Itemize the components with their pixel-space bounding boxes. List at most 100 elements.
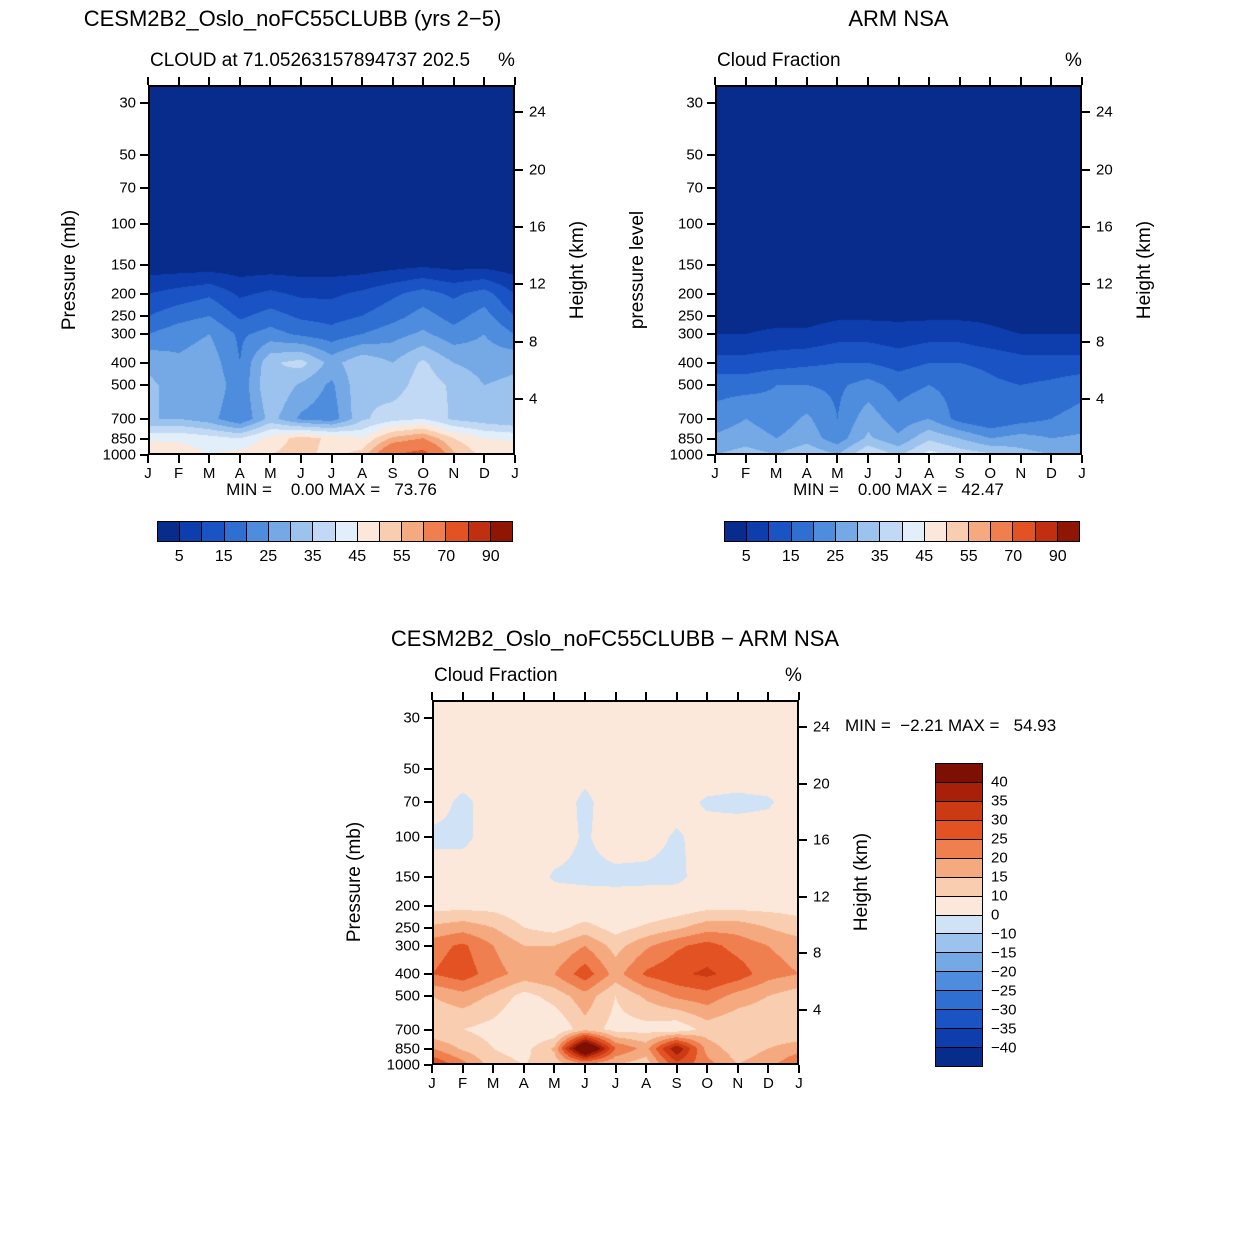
pressure-tick-label: 70 — [403, 793, 420, 811]
tick-mark-month — [645, 692, 648, 700]
pressure-tick-label: 300 — [394, 937, 420, 955]
colorbar-cell — [356, 522, 379, 541]
pressure-tick-label: 700 — [110, 410, 136, 428]
pressure-tick-label: 300 — [110, 325, 136, 343]
tick-mark-month — [208, 455, 211, 463]
tick-mark-pressure — [424, 767, 432, 770]
month-tick-label: N — [732, 1075, 744, 1092]
height-tick-label: 24 — [813, 718, 830, 736]
minmax-label-diff: MIN = −2.21 MAX = 54.93 — [845, 716, 1057, 735]
tick-mark-pressure — [707, 362, 715, 365]
colorbar-cell — [725, 522, 747, 541]
tick-mark-pressure — [424, 836, 432, 839]
contour-plot-canvas-model — [148, 85, 515, 455]
tick-mark-height — [515, 168, 523, 171]
pressure-tick-label: 250 — [110, 307, 136, 325]
tick-mark-pressure — [140, 418, 148, 421]
tick-mark-month — [928, 77, 931, 85]
colorbar-cell — [378, 522, 402, 541]
colorbar-cell — [245, 522, 268, 541]
pressure-tick-label: 70 — [686, 179, 703, 197]
tick-mark-height — [799, 782, 807, 785]
tick-mark-month — [553, 692, 556, 700]
height-tick-label: 12 — [813, 888, 830, 906]
colorbar-cell — [936, 819, 982, 839]
tick-mark-month — [645, 1065, 648, 1073]
colorbar-cell — [1012, 522, 1035, 541]
height-tick-label: 20 — [813, 775, 830, 793]
pressure-tick-label: 50 — [119, 146, 136, 164]
tick-mark-height — [799, 895, 807, 898]
month-tick-label: M — [264, 465, 277, 482]
tick-mark-month — [461, 692, 464, 700]
month-tick-label: D — [478, 465, 490, 482]
tick-mark-pressure — [707, 333, 715, 336]
colorbar-tick-label: 90 — [481, 548, 500, 565]
colorbar-horizontal — [724, 521, 1080, 542]
tick-mark-pressure — [140, 454, 148, 456]
height-tick-label: 16 — [1096, 218, 1113, 236]
month-tick-label: M — [486, 1075, 500, 1092]
tick-mark-month — [989, 455, 992, 463]
tick-mark-pressure — [707, 418, 715, 421]
month-tick-label: S — [954, 465, 965, 482]
colorbar-vertical — [935, 763, 983, 1067]
tick-mark-month — [238, 455, 241, 463]
tick-mark-month — [147, 455, 149, 463]
tick-mark-month — [208, 77, 211, 85]
tick-mark-height — [515, 397, 523, 400]
month-tick-label: O — [701, 1075, 714, 1092]
tick-mark-month — [522, 1065, 525, 1073]
colorbar-tick-label: 10 — [991, 887, 1008, 905]
colorbar-tick-label: 20 — [991, 849, 1008, 867]
month-tick-label: M — [831, 465, 844, 482]
pressure-tick-label: 700 — [394, 1021, 420, 1039]
colorbar-tick-label: 45 — [348, 548, 367, 565]
tick-mark-month — [897, 77, 900, 85]
tick-mark-month — [452, 77, 455, 85]
month-tick-label: J — [864, 465, 872, 482]
colorbar-tick-label: 35 — [870, 548, 889, 565]
colorbar-cell — [201, 522, 224, 541]
month-tick-label: A — [924, 465, 935, 482]
y-axis-label-right-obs: Height (km) — [1134, 220, 1155, 320]
tick-mark-month — [492, 692, 495, 700]
pressure-tick-label: 150 — [110, 256, 136, 274]
tick-mark-month — [583, 1065, 586, 1073]
tick-mark-month — [177, 77, 180, 85]
colorbar-cell — [936, 800, 982, 820]
tick-mark-month — [744, 455, 747, 463]
tick-mark-month — [836, 455, 839, 463]
pressure-tick-label: 850 — [394, 1040, 420, 1058]
tick-mark-pressure — [707, 187, 715, 190]
tick-mark-pressure — [140, 223, 148, 226]
tick-mark-height — [515, 340, 523, 343]
minmax-label-model: MIN = 0.00 MAX = 73.76 — [226, 480, 437, 499]
colorbar-cell — [768, 522, 791, 541]
height-tick-label: 16 — [813, 831, 830, 849]
panel-subtitle-obs: Cloud Fraction — [717, 50, 841, 71]
pressure-tick-label: 100 — [110, 215, 136, 233]
height-tick-label: 16 — [529, 218, 546, 236]
tick-mark-month — [361, 455, 364, 463]
panel-unit-diff: % — [785, 665, 802, 686]
tick-mark-month — [299, 77, 302, 85]
colorbar-tick-label: −10 — [991, 925, 1017, 943]
pressure-tick-label: 1000 — [669, 446, 703, 464]
colorbar-cell — [158, 522, 180, 541]
month-tick-label: J — [428, 1075, 436, 1092]
pressure-tick-label: 850 — [677, 430, 703, 448]
height-tick-label: 8 — [813, 944, 822, 962]
colorbar-tick-label: −25 — [991, 982, 1017, 1000]
height-tick-label: 20 — [1096, 161, 1113, 179]
month-tick-label: A — [357, 465, 368, 482]
tick-mark-pressure — [424, 944, 432, 947]
tick-mark-month — [492, 1065, 495, 1073]
tick-mark-pressure — [424, 973, 432, 976]
tick-mark-pressure — [707, 314, 715, 317]
tick-mark-pressure — [140, 384, 148, 387]
tick-mark-pressure — [140, 292, 148, 295]
pressure-tick-label: 150 — [677, 256, 703, 274]
colorbar-cell — [936, 971, 982, 991]
colorbar-tick-label: −40 — [991, 1039, 1017, 1057]
